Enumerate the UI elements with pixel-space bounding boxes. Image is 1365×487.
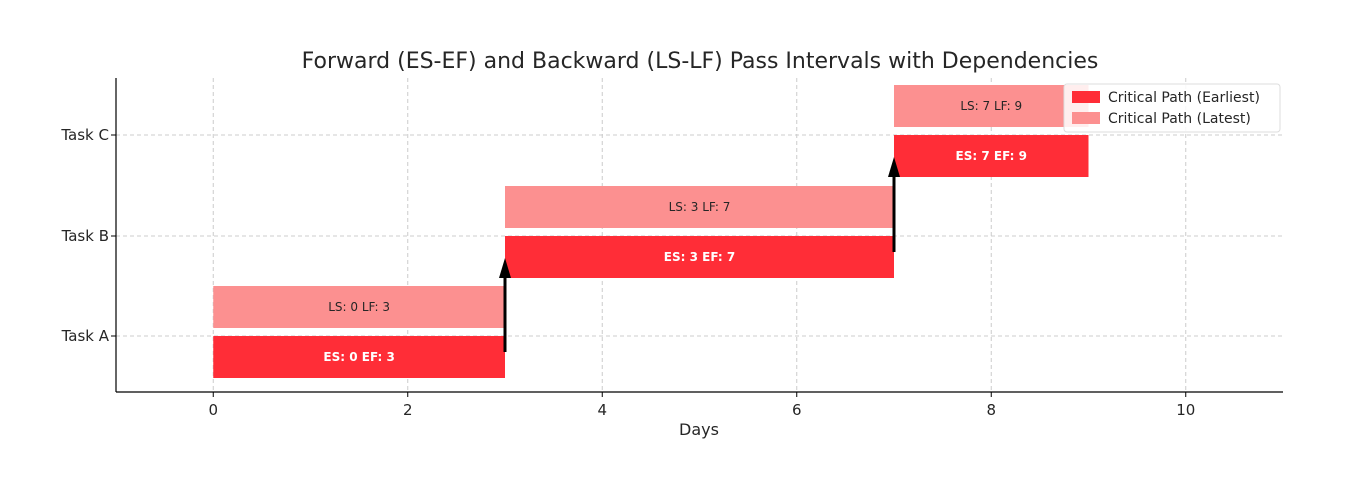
dependency-arrow-0 (499, 258, 511, 352)
bar-earliest-1 (505, 236, 894, 278)
bar-label-earliest-0: ES: 0 EF: 3 (323, 350, 394, 364)
legend-box (1063, 83, 1281, 133)
x-tick-label-3: 6 (792, 401, 802, 419)
dependency-arrow-1 (888, 157, 900, 252)
bar-label-latest-2: LS: 7 LF: 9 (960, 99, 1022, 113)
bar-earliest-0 (213, 336, 505, 378)
chart-title: Forward (ES-EF) and Backward (LS-LF) Pas… (302, 49, 1099, 74)
bar-latest-1 (505, 186, 894, 228)
bar-label-latest-0: LS: 0 LF: 3 (328, 300, 390, 314)
x-tick-label-1: 2 (403, 401, 413, 419)
bar-label-earliest-2: ES: 7 EF: 9 (956, 149, 1027, 163)
legend-label-0: Critical Path (Earliest) (1108, 90, 1260, 106)
x-tick-label-2: 4 (597, 401, 607, 419)
bar-label-latest-1: LS: 3 LF: 7 (669, 200, 731, 214)
axes (115, 78, 1283, 393)
y-tick-label-1: Task B (61, 227, 109, 245)
x-tick-label-4: 8 (986, 401, 996, 419)
legend-swatch-0 (1072, 91, 1100, 103)
tick-labels: 0 2 4 6 8 10 Task A Task B Task C (60, 126, 1195, 419)
bar-label-earliest-1: ES: 3 EF: 7 (664, 250, 735, 264)
legend-label-1: Critical Path (Latest) (1108, 111, 1251, 127)
bar-earliest-2 (894, 135, 1089, 177)
legend: Critical Path (Earliest) Critical Path (L… (1063, 83, 1281, 133)
y-tick-label-2: Task C (60, 126, 109, 144)
bars: ES: 0 EF: 3 ES: 3 EF: 7 ES: 7 EF: 9 LS: 0 L… (213, 85, 1089, 378)
y-tick-label-0: Task A (61, 327, 110, 345)
x-tick-label-5: 10 (1176, 401, 1195, 419)
bar-latest-0 (213, 286, 505, 328)
dependency-arrows (499, 157, 900, 352)
x-axis-label: Days (679, 420, 719, 439)
x-tick-label-0: 0 (208, 401, 218, 419)
legend-swatch-1 (1072, 112, 1100, 124)
bar-latest-2 (894, 85, 1089, 127)
